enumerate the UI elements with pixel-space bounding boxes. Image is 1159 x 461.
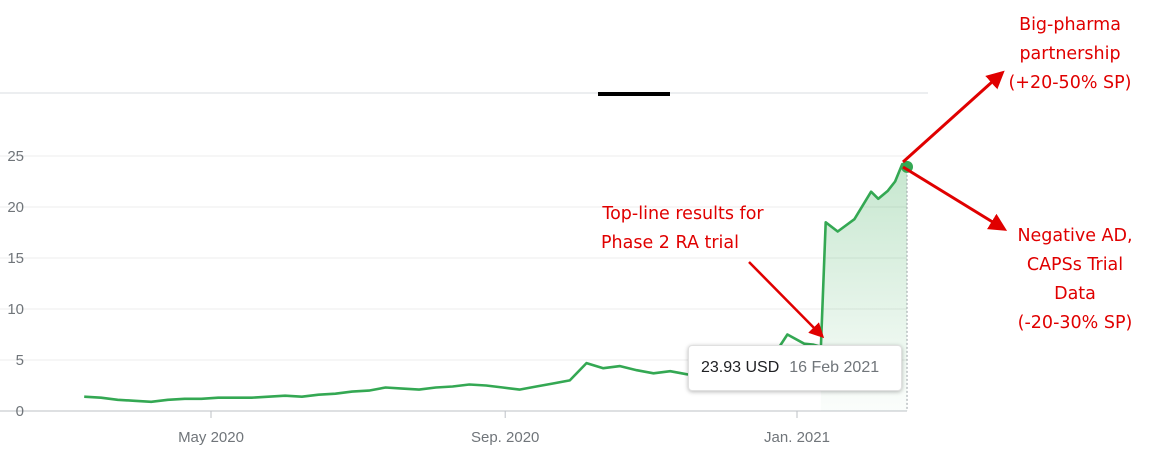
x-tick-label: Jan. 2021 xyxy=(764,429,830,446)
annotation-line: Phase 2 RA trial xyxy=(601,233,739,253)
annotation-arrow xyxy=(901,70,1005,164)
y-tick-label: 5 xyxy=(16,352,24,369)
y-tick-label: 10 xyxy=(7,301,24,318)
svg-text:CAPSs Trial: CAPSs Trial xyxy=(1027,255,1123,275)
annotation-line: (+20-50% SP) xyxy=(1008,73,1131,93)
svg-text:(-20-30% SP): (-20-30% SP) xyxy=(1018,313,1133,333)
x-tick-label: May 2020 xyxy=(178,429,244,446)
svg-text:partnership: partnership xyxy=(1019,44,1120,64)
annotation-arrow xyxy=(748,261,825,339)
annotation-line: Data xyxy=(1054,284,1096,304)
y-tick-label: 0 xyxy=(16,403,24,420)
svg-text:(+20-50% SP): (+20-50% SP) xyxy=(1008,73,1131,93)
y-tick-label: 25 xyxy=(7,148,24,165)
annotation-line: Negative AD, xyxy=(1017,226,1132,246)
svg-text:Big-pharma: Big-pharma xyxy=(1019,15,1121,35)
annotation-line: Big-pharma xyxy=(1019,15,1121,35)
svg-text:Phase 2 RA trial: Phase 2 RA trial xyxy=(601,233,739,253)
gridlines xyxy=(0,155,907,412)
annotation-partnership: Big-pharma partnership (+20-50% SP) xyxy=(901,15,1132,164)
svg-text:Top-line results for: Top-line results for xyxy=(601,204,764,224)
y-tick-label: 15 xyxy=(7,250,24,267)
annotation-arrow xyxy=(902,165,1008,231)
x-axis-ticks: May 2020 Sep. 2020 Jan. 2021 xyxy=(178,411,830,446)
annotation-line: CAPSs Trial xyxy=(1027,255,1123,275)
annotation-line: Top-line results for xyxy=(601,204,764,224)
y-tick-label: 20 xyxy=(7,199,24,216)
x-tick-label: Sep. 2020 xyxy=(471,429,539,446)
annotation-negative-trial: Negative AD, CAPSs Trial Data (-20-30% S… xyxy=(902,165,1133,333)
tooltip-date: 16 Feb 2021 xyxy=(789,359,880,376)
y-axis-ticks: 0 5 10 15 20 25 xyxy=(7,148,24,420)
range-selector-underline xyxy=(598,92,670,96)
annotation-line: partnership xyxy=(1019,44,1120,64)
tooltip-price: 23.93 USD xyxy=(701,359,780,376)
svg-text:Negative AD,: Negative AD, xyxy=(1017,226,1132,246)
annotation-line: (-20-30% SP) xyxy=(1018,313,1133,333)
price-tooltip: 23.93 USD 16 Feb 2021 xyxy=(688,345,902,391)
svg-text:Data: Data xyxy=(1054,284,1096,304)
annotation-phase2-ra: Top-line results for Phase 2 RA trial xyxy=(601,204,825,339)
